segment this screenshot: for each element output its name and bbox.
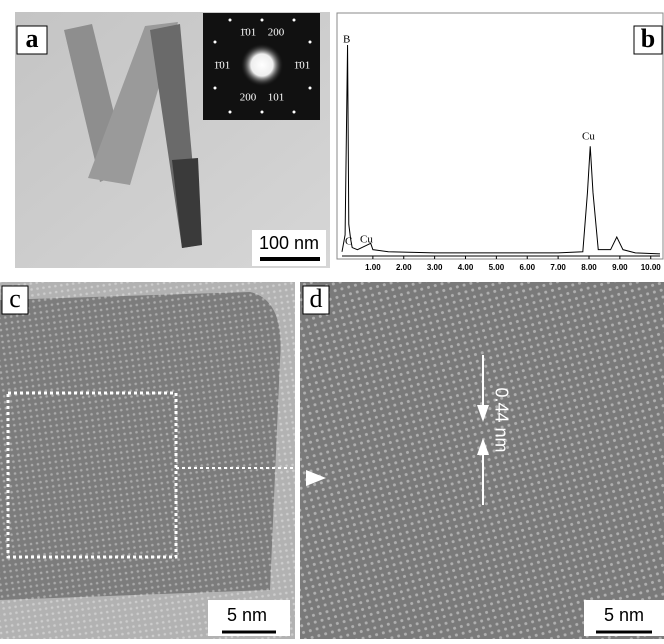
saed-label: 1̄01 [294, 60, 311, 72]
x-tick-label: 5.00 [489, 263, 505, 272]
panel-label: d [310, 284, 323, 313]
panel-c: c 5 nm [0, 282, 300, 639]
x-tick-label: 1.00 [365, 263, 381, 272]
peak-label: B [343, 34, 350, 46]
saed-center [240, 43, 284, 87]
annotation: 0.44 nm [491, 387, 511, 452]
panel-label: a [26, 24, 39, 53]
x-tick-label: 7.00 [550, 263, 566, 272]
panel-d: 0.44 nm d 5 nm [300, 282, 664, 639]
x-tick-label: 8.00 [581, 263, 597, 272]
x-tick-label: 9.00 [612, 263, 628, 272]
page: a 1̄01 200 1̄01 1̄01 200 101 100 nm b B … [0, 0, 664, 644]
lattice [0, 282, 295, 639]
panel-label: c [9, 284, 21, 313]
panel-label: b [641, 24, 655, 53]
x-tick-label: 6.00 [519, 263, 535, 272]
scale-bar-label: 100 nm [259, 233, 319, 253]
peak-label: Cu [582, 131, 595, 143]
saed-label: 1̄01 [214, 60, 231, 72]
x-tick-label: 3.00 [427, 263, 443, 272]
scale-bar-label: 5 nm [227, 605, 267, 625]
saed-label: 101 [268, 92, 285, 104]
saed-label: 200 [268, 27, 285, 39]
x-tick-label: 4.00 [458, 263, 474, 272]
saed-label: 200 [240, 92, 257, 104]
scale-bar-label: 5 nm [604, 605, 644, 625]
figure: a 1̄01 200 1̄01 1̄01 200 101 100 nm b B … [0, 0, 664, 639]
saed-label: 1̄01 [240, 27, 257, 39]
panel-a: a 1̄01 200 1̄01 1̄01 200 101 100 nm [15, 12, 330, 268]
x-tick-label: 10.00 [641, 263, 662, 272]
spectrum-frame [337, 13, 663, 259]
x-tick-label: 2.00 [396, 263, 412, 272]
